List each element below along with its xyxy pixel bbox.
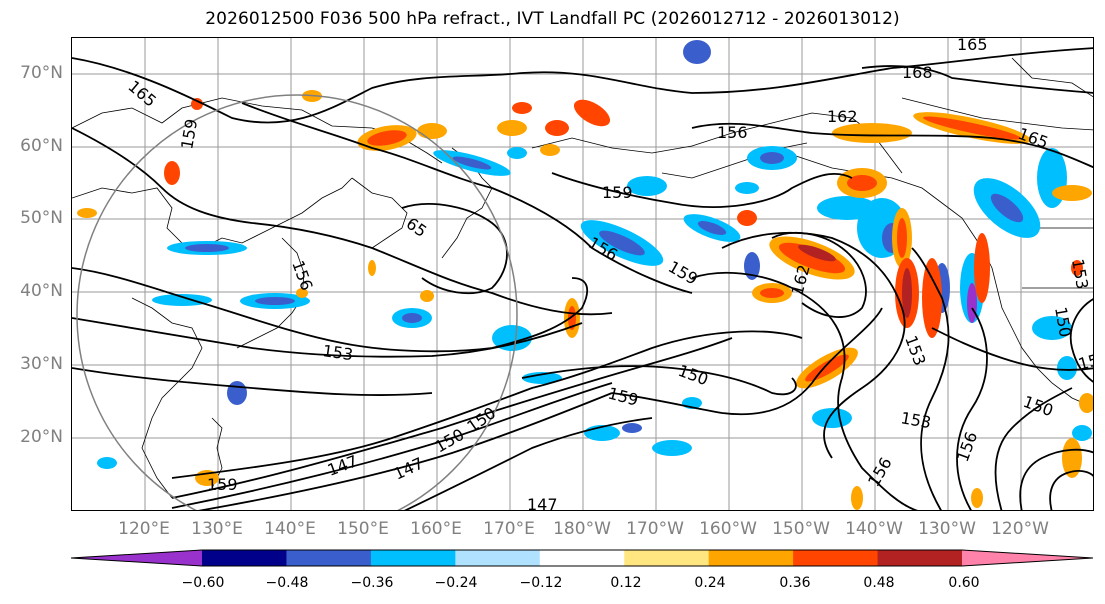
contour-label: 156 bbox=[864, 454, 896, 490]
lon-label: 150°W bbox=[772, 519, 830, 539]
colorbar-tick-label: −0.48 bbox=[265, 575, 309, 591]
map-title: 2026012500 F036 500 hPa refract., IVT La… bbox=[205, 9, 900, 29]
shaded-anomalies bbox=[77, 40, 1093, 510]
contour-label: 159 bbox=[602, 183, 633, 202]
contour-label: 153 bbox=[899, 408, 932, 432]
contour-label: 159 bbox=[177, 117, 201, 150]
colorbar-tick-label: 0.48 bbox=[863, 575, 895, 591]
contour-label: 159 bbox=[606, 384, 640, 410]
colorbar-segment bbox=[370, 550, 456, 566]
colorbar-segment bbox=[539, 550, 625, 566]
contour-label: 147 bbox=[527, 495, 558, 511]
map-panel[interactable]: 165 168 162 156 159 156 159 165 65 153 1… bbox=[71, 37, 1094, 511]
lon-label: 170°E bbox=[483, 519, 535, 539]
lon-label: 140°W bbox=[845, 519, 903, 539]
lat-label: 50°N bbox=[20, 208, 63, 228]
colorbar-segment bbox=[202, 550, 287, 566]
contour-label: 153 bbox=[1076, 348, 1094, 374]
contour-label: 153 bbox=[321, 341, 354, 364]
height-contours bbox=[72, 47, 1093, 510]
lon-label: 130°E bbox=[191, 519, 243, 539]
colorbar bbox=[70, 549, 1094, 567]
colorbar-tick-label: −0.24 bbox=[434, 575, 478, 591]
colorbar-outline bbox=[70, 549, 1094, 567]
lon-label: 150°E bbox=[337, 519, 389, 539]
colorbar-segment bbox=[962, 550, 1093, 566]
contour-label: 153 bbox=[901, 333, 929, 368]
colorbar-tick-label: 0.12 bbox=[610, 575, 642, 591]
colorbar-segment bbox=[624, 550, 710, 566]
contour-label: 159 bbox=[665, 257, 701, 289]
contour-label: 156 bbox=[717, 123, 748, 142]
contour-label: 159 bbox=[207, 475, 238, 494]
lon-label: 120°W bbox=[991, 519, 1049, 539]
lon-label: 120°E bbox=[118, 519, 170, 539]
colorbar-tick-label: 0.60 bbox=[948, 575, 980, 591]
colorbar-tick-label: −0.36 bbox=[350, 575, 394, 591]
colorbar-tick-label: 0.24 bbox=[694, 575, 726, 591]
colorbar-segment bbox=[286, 550, 372, 566]
colorbar-segment bbox=[455, 550, 541, 566]
colorbar-tick-label: 0.36 bbox=[779, 575, 811, 591]
lat-label: 40°N bbox=[20, 281, 63, 301]
contour-label: 153 bbox=[1068, 257, 1092, 290]
lon-label: 180°W bbox=[553, 519, 611, 539]
contour-label: 162 bbox=[827, 107, 858, 126]
contour-label: 165 bbox=[957, 38, 988, 54]
colorbar-segment bbox=[877, 550, 963, 566]
map-canvas: 165 168 162 156 159 156 159 165 65 153 1… bbox=[72, 38, 1094, 511]
lon-label: 160°E bbox=[410, 519, 462, 539]
contour-label: 65 bbox=[403, 214, 431, 241]
colorbar-segment bbox=[793, 550, 879, 566]
contour-label: 168 bbox=[902, 63, 933, 82]
contour-label: 150 bbox=[463, 403, 499, 436]
contour-label: 147 bbox=[391, 453, 427, 483]
lat-label: 70°N bbox=[20, 63, 63, 83]
colorbar-tick-label: −0.12 bbox=[519, 575, 563, 591]
lat-label: 30°N bbox=[20, 354, 63, 374]
contour-label: 156 bbox=[953, 429, 981, 464]
lon-label: 160°W bbox=[699, 519, 757, 539]
lat-label: 20°N bbox=[20, 427, 63, 447]
lat-label: 60°N bbox=[20, 136, 63, 156]
contour-label: 147 bbox=[325, 451, 360, 479]
lon-label: 170°W bbox=[626, 519, 684, 539]
lon-label: 140°E bbox=[264, 519, 316, 539]
colorbar-segment bbox=[71, 550, 202, 566]
colorbar-tick-label: −0.60 bbox=[181, 575, 225, 591]
coastlines bbox=[72, 57, 1093, 499]
lon-label: 130°W bbox=[918, 519, 976, 539]
contour-label: 156 bbox=[288, 258, 316, 293]
colorbar-segment bbox=[708, 550, 794, 566]
focus-circle bbox=[76, 94, 518, 510]
